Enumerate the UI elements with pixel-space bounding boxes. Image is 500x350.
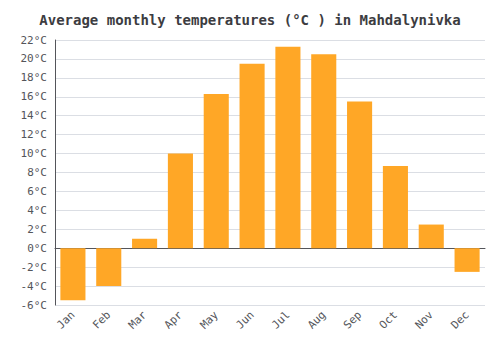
svg-text:Jul: Jul	[269, 308, 292, 331]
svg-text:4°C: 4°C	[27, 204, 47, 217]
svg-text:Apr: Apr	[162, 308, 185, 331]
svg-text:6°C: 6°C	[27, 185, 47, 198]
svg-text:Feb: Feb	[90, 308, 113, 331]
svg-text:0°C: 0°C	[27, 242, 47, 255]
svg-text:18°C: 18°C	[21, 71, 48, 84]
svg-text:-4°C: -4°C	[21, 280, 48, 293]
svg-text:8°C: 8°C	[27, 166, 47, 179]
svg-text:12°C: 12°C	[21, 128, 48, 141]
svg-text:14°C: 14°C	[21, 109, 48, 122]
svg-text:Nov: Nov	[413, 308, 436, 331]
svg-text:2°C: 2°C	[27, 223, 47, 236]
svg-text:16°C: 16°C	[21, 90, 48, 103]
svg-text:Sep: Sep	[341, 308, 364, 331]
svg-text:Oct: Oct	[377, 308, 400, 331]
svg-text:20°C: 20°C	[21, 52, 48, 65]
svg-text:Mar: Mar	[126, 308, 149, 331]
svg-text:Average monthly temperatures (: Average monthly temperatures (°C ) in Ma…	[39, 12, 460, 28]
svg-text:-2°C: -2°C	[21, 261, 48, 274]
svg-text:May: May	[198, 308, 221, 331]
svg-text:22°C: 22°C	[21, 34, 48, 47]
svg-text:Jan: Jan	[54, 308, 77, 331]
svg-text:Aug: Aug	[305, 308, 328, 331]
svg-text:-6°C: -6°C	[21, 299, 48, 312]
svg-text:Jun: Jun	[233, 308, 256, 331]
svg-text:10°C: 10°C	[21, 147, 48, 160]
svg-text:Dec: Dec	[448, 308, 471, 331]
